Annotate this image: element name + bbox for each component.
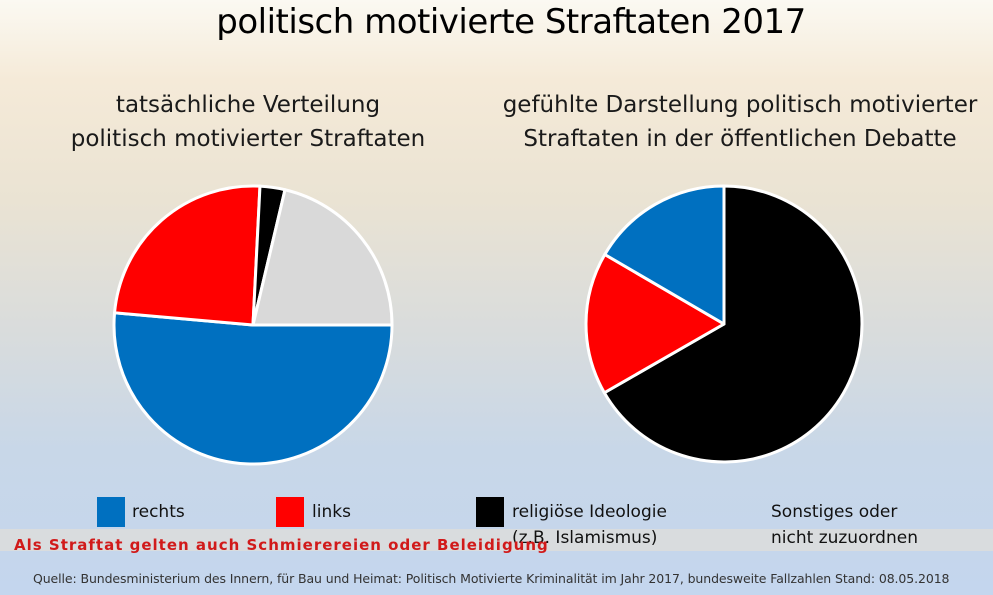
legend-label-links: links bbox=[312, 502, 351, 522]
left-subtitle-line2: politisch motivierter Straftaten bbox=[70, 126, 426, 152]
left-chart-subtitle: tatsächliche Verteilung politisch motivi… bbox=[28, 88, 468, 156]
definition-note: Als Straftat gelten auch Schmierereien o… bbox=[14, 536, 549, 554]
pie-slice-perceived-0 bbox=[602, 184, 864, 464]
pie-slice-actual-0 bbox=[112, 311, 394, 466]
actual-distribution-pie bbox=[112, 184, 394, 466]
pie-slice-actual-3 bbox=[251, 188, 394, 327]
legend-label-religioes-line1: religiöse Ideologie bbox=[512, 502, 667, 522]
legend-label-religioes: religiöse Ideologie (z.B. Islamismus) bbox=[512, 499, 667, 551]
pie-slice-perceived-1 bbox=[584, 253, 726, 395]
legend-label-sonstiges-line2: nicht zuzuordnen bbox=[771, 528, 918, 548]
note-band bbox=[0, 529, 993, 551]
chart-title: politisch motivierte Straftaten 2017 bbox=[216, 2, 806, 42]
legend-swatch-rechts bbox=[97, 497, 125, 527]
perceived-distribution-pie bbox=[584, 184, 864, 464]
pie-slice-perceived-2 bbox=[603, 184, 726, 326]
right-chart-subtitle: gefühlte Darstellung politisch motiviert… bbox=[475, 88, 993, 156]
left-subtitle-line1: tatsächliche Verteilung bbox=[115, 92, 381, 118]
right-subtitle-line2: Straftaten in der öffentlichen Debatte bbox=[523, 126, 957, 152]
pie-slice-actual-1 bbox=[113, 184, 262, 327]
legend-label-sonstiges: Sonstiges oder nicht zuzuordnen bbox=[771, 499, 918, 551]
legend-label-rechts: rechts bbox=[132, 502, 185, 522]
legend-label-sonstiges-line1: Sonstiges oder bbox=[771, 502, 898, 522]
right-subtitle-line1: gefühlte Darstellung politisch motiviert… bbox=[502, 92, 978, 118]
source-citation: Quelle: Bundesministerium des Innern, fü… bbox=[33, 571, 950, 586]
legend-label-religioes-line2: (z.B. Islamismus) bbox=[512, 528, 658, 548]
legend-swatch-religioes bbox=[476, 497, 504, 527]
legend-swatch-links bbox=[276, 497, 304, 527]
